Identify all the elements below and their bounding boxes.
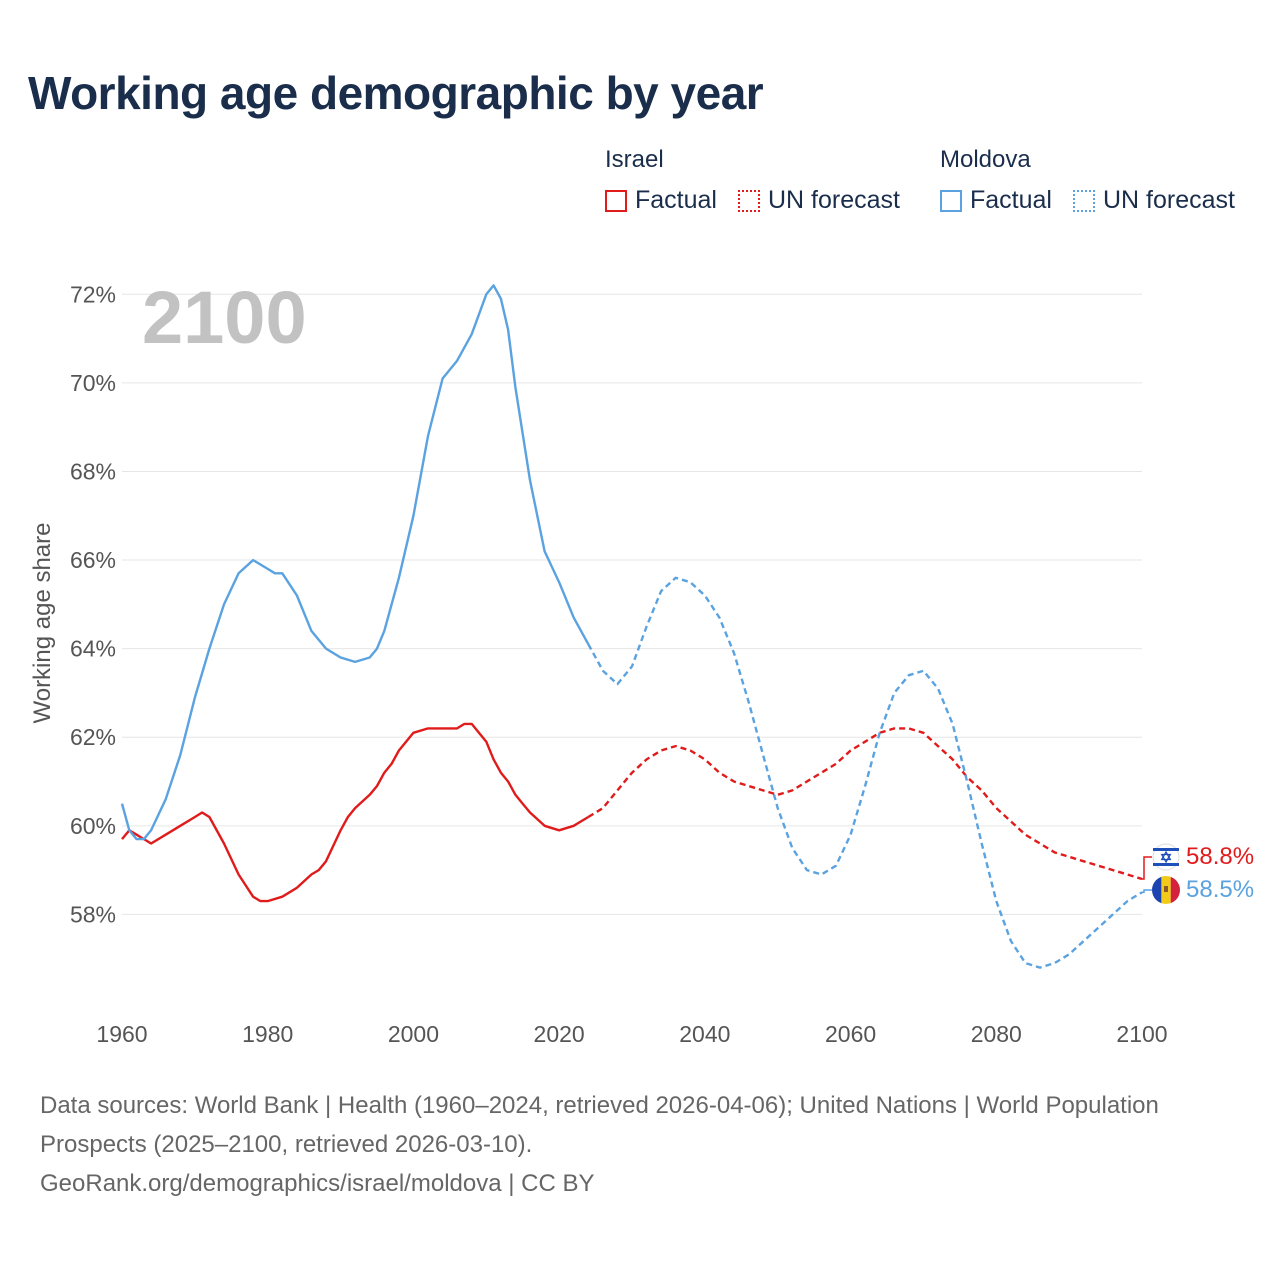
moldova-factual-line — [120, 284, 590, 841]
legend-moldova-factual[interactable]: Factual — [940, 186, 1052, 215]
moldova-flag-icon — [1152, 876, 1180, 904]
x-tick-label: 2020 — [534, 1021, 585, 1047]
series-lines — [120, 284, 1143, 969]
legend-swatch-dotted-red — [738, 189, 760, 212]
moldova-connector — [1142, 889, 1152, 894]
moldova-forecast-line — [587, 576, 1143, 969]
x-tick-label: 2100 — [1116, 1021, 1167, 1047]
y-tick-label: 58% — [70, 901, 116, 927]
y-tick-label: 66% — [70, 547, 116, 573]
y-tick-label: 64% — [70, 636, 116, 662]
legend-israel-forecast[interactable]: UN forecast — [738, 186, 900, 215]
x-tick-label: 2000 — [388, 1021, 439, 1047]
legend-swatch-solid-red — [605, 189, 627, 212]
legend-moldova-factual-label: Factual — [970, 186, 1052, 214]
x-tick-label: 2040 — [679, 1021, 730, 1047]
israel-forecast-line — [587, 727, 1143, 881]
legend-moldova-forecast[interactable]: UN forecast — [1073, 186, 1235, 215]
israel-factual-line — [121, 722, 589, 903]
israel-connector — [1142, 856, 1152, 880]
x-tick-label: 1980 — [242, 1021, 293, 1047]
gridlines — [122, 293, 1142, 915]
x-tick-label: 2080 — [971, 1021, 1022, 1047]
legend-israel-factual[interactable]: Factual — [605, 186, 717, 215]
israel-end-value: 58.8% — [1186, 843, 1254, 870]
legend-swatch-solid-blue — [940, 189, 962, 212]
year-watermark: 2100 — [142, 276, 307, 359]
y-axis-ticks: 58% 60% 62% 64% 66% 68% 70% 72% — [70, 281, 116, 927]
legend-moldova-label: Moldova — [940, 146, 1031, 173]
legend-israel-forecast-label: UN forecast — [768, 186, 900, 214]
source-line-2[interactable]: GeoRank.org/demographics/israel/moldova … — [40, 1170, 595, 1197]
source-note: Data sources: World Bank | Health (1960–… — [40, 1086, 1220, 1203]
legend-moldova-forecast-label: UN forecast — [1103, 186, 1235, 214]
y-tick-label: 60% — [70, 813, 116, 839]
israel-flag-icon — [1152, 843, 1180, 871]
x-tick-label: 2060 — [825, 1021, 876, 1047]
legend-israel-label: Israel — [605, 146, 664, 173]
legend-israel-factual-label: Factual — [635, 186, 717, 214]
chart-title: Working age demographic by year — [28, 67, 764, 119]
end-markers: 58.8% 58.5% — [1142, 843, 1254, 904]
legend-swatch-dotted-blue — [1073, 189, 1095, 212]
moldova-end-value: 58.5% — [1186, 876, 1254, 903]
y-tick-label: 68% — [70, 458, 116, 484]
y-tick-label: 62% — [70, 724, 116, 750]
x-axis-ticks: 1960 1980 2000 2020 2040 2060 2080 2100 — [96, 1021, 1167, 1047]
line-chart: 2100 58% 60% 62% 64% 66% 68% 70% 72% 1960 1980 20… — [29, 276, 1254, 1047]
y-axis-label: Working age share — [29, 523, 56, 724]
source-line-1: Data sources: World Bank | Health (1960–… — [40, 1092, 1159, 1158]
y-tick-label: 72% — [70, 281, 116, 307]
x-tick-label: 1960 — [96, 1021, 147, 1047]
y-tick-label: 70% — [70, 370, 116, 396]
